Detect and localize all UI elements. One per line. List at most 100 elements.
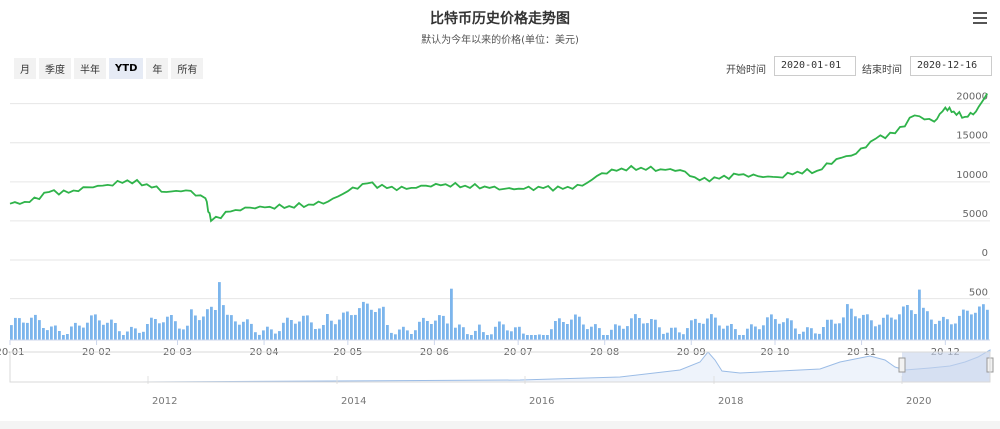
volume-bar [922, 307, 925, 340]
volume-bar [42, 328, 45, 340]
volume-bar [606, 335, 609, 340]
volume-bar [478, 324, 481, 340]
volume-bar [982, 304, 985, 340]
volume-bar [310, 322, 313, 340]
end-date-input[interactable]: 2020-12-16 [910, 56, 992, 76]
volume-bar [686, 328, 689, 340]
volume-bar [730, 324, 733, 340]
volume-bar [434, 320, 437, 340]
range-button-ytd[interactable]: YTD [109, 58, 144, 79]
volume-bar [446, 323, 449, 340]
price-series-line [9, 93, 988, 223]
volume-bar [522, 333, 525, 340]
volume-bar [406, 330, 409, 340]
volume-bar [882, 317, 885, 340]
volume-bar [226, 314, 229, 340]
volume-bar [638, 318, 641, 340]
volume-bar [718, 325, 721, 340]
volume-bar [266, 326, 269, 340]
volume-bar [814, 333, 817, 340]
volume-bar [742, 335, 745, 340]
volume-bar [642, 323, 645, 340]
volume-bar [146, 324, 149, 340]
volume-bar [586, 329, 589, 340]
volume-bar [438, 315, 441, 340]
range-button-half-year[interactable]: 半年 [74, 58, 106, 79]
volume-bar [194, 315, 197, 340]
volume-bar [622, 328, 625, 340]
volume-bar [246, 319, 249, 340]
volume-bar [678, 332, 681, 340]
volume-bar [46, 330, 49, 340]
volume-bar [946, 319, 949, 340]
volume-bar [750, 324, 753, 340]
volume-bar [798, 334, 801, 340]
volume-bar [150, 317, 153, 340]
volume-bar [62, 335, 65, 340]
bottom-scrollbar[interactable] [0, 421, 1000, 429]
volume-bar [238, 324, 241, 340]
volume-bar [690, 320, 693, 340]
volume-bar [890, 317, 893, 340]
volume-bar [346, 311, 349, 340]
volume-bar [506, 330, 509, 340]
volume-bar [390, 332, 393, 340]
volume-bar [178, 328, 181, 340]
navigator-outline [9, 351, 991, 383]
range-button-all[interactable]: 所有 [171, 58, 204, 79]
volume-bar [282, 322, 285, 340]
volume-bar [594, 324, 597, 340]
volume-bar [978, 306, 981, 340]
volume-bar [958, 315, 961, 340]
volume-bar [74, 322, 77, 340]
volume-bar [726, 325, 729, 340]
volume-bar [970, 314, 973, 340]
hamburger-menu-icon[interactable] [973, 12, 987, 24]
range-button-year[interactable]: 年 [146, 58, 169, 79]
volume-bar [866, 314, 869, 340]
volume-bar [382, 306, 385, 340]
volume-bar [610, 329, 613, 340]
volume-bar [126, 331, 129, 340]
volume-bar [854, 316, 857, 340]
volume-bar [538, 334, 541, 340]
volume-bar [218, 282, 221, 340]
volume-bar [166, 316, 169, 340]
volume-bar [198, 320, 201, 340]
volume-bar [138, 332, 141, 340]
volume-bar [614, 324, 617, 340]
volume-bar [418, 321, 421, 340]
volume-bar [746, 328, 749, 340]
volume-bar [926, 311, 929, 340]
volume-bar [930, 319, 933, 340]
volume-bar [118, 331, 121, 340]
price-y-tick-label: 0 [982, 248, 988, 259]
volume-bar [90, 315, 93, 340]
volume-bar [210, 306, 213, 340]
volume-bar [738, 335, 741, 340]
volume-bar [694, 318, 697, 340]
volume-bar [898, 314, 901, 340]
price-y-tick-label: 15000 [956, 131, 988, 142]
volume-bar [34, 314, 37, 340]
volume-bar [546, 335, 549, 340]
volume-bar [838, 323, 841, 340]
volume-bar [18, 318, 21, 340]
volume-bar [274, 333, 277, 340]
volume-bar [542, 335, 545, 340]
volume-bar [706, 318, 709, 340]
volume-bar [270, 329, 273, 340]
volume-bar [78, 325, 81, 340]
range-button-month[interactable]: 月 [14, 58, 36, 79]
volume-bar [806, 327, 809, 340]
volume-bar [842, 317, 845, 340]
price-y-tick-label: 10000 [956, 170, 988, 181]
start-date-input[interactable]: 2020-01-01 [774, 56, 856, 76]
volume-bar [646, 323, 649, 340]
volume-bar [562, 322, 565, 340]
volume-bar [366, 303, 369, 340]
range-button-quarter[interactable]: 季度 [39, 58, 71, 79]
volume-bar [14, 317, 17, 340]
volume-bar [278, 331, 281, 340]
